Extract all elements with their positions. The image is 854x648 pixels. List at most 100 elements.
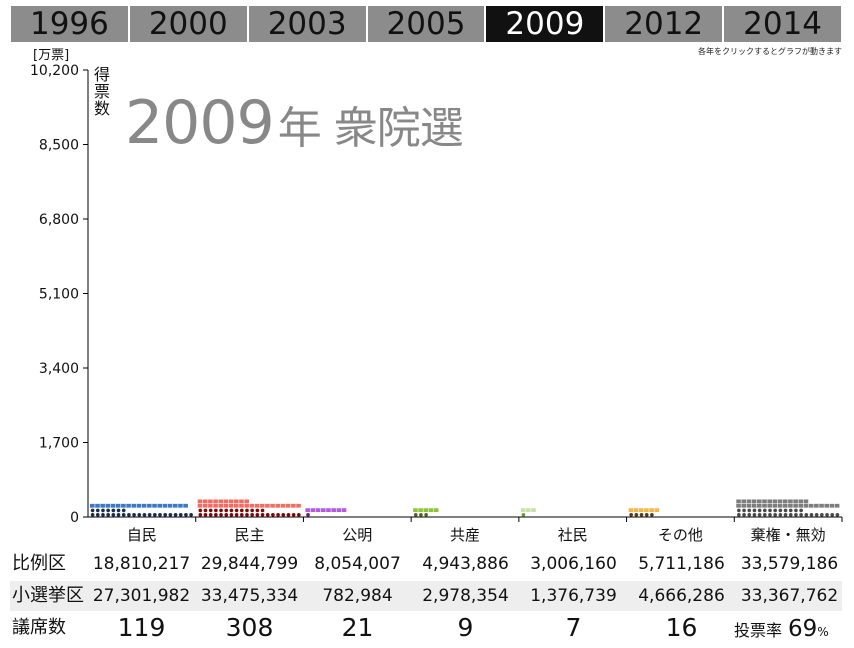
smd-dot-5	[639, 512, 644, 517]
year-tab-2012[interactable]: 2012	[604, 5, 724, 43]
pr-cell-1	[244, 499, 249, 504]
smd-value-1: 33,475,334	[200, 586, 299, 606]
year-tab-2014[interactable]: 2014	[723, 5, 843, 43]
hint-text: 各年をクリックするとグラフが動きます	[698, 47, 842, 56]
pr-cell-0	[110, 503, 116, 508]
smd-row: 小選挙区 27,301,982 33,475,334 782,984 2,978,35…	[10, 581, 842, 611]
pr-cell-5	[654, 508, 660, 513]
smd-dot-1	[250, 508, 255, 513]
smd-dot-6	[835, 512, 840, 517]
pr-cell-0	[167, 503, 173, 508]
smd-dot-3	[419, 512, 423, 517]
smd-dot-1	[198, 512, 203, 517]
smd-dot-6	[757, 512, 762, 517]
pr-cell-0	[131, 503, 137, 508]
year-tab-1996[interactable]: 1996	[10, 5, 129, 43]
pr-cell-6	[736, 499, 741, 504]
smd-dot-6	[768, 512, 772, 517]
smd-dot-0	[95, 508, 100, 513]
smd-dot-1	[239, 512, 244, 517]
year-tab-2005[interactable]: 2005	[366, 5, 486, 43]
smd-dot-0	[158, 512, 162, 517]
pr-cell-6	[814, 503, 819, 508]
smd-dot-6	[773, 512, 778, 517]
pr-cell-1	[223, 499, 229, 504]
pr-cell-1	[259, 503, 265, 508]
smd-dot-6	[825, 512, 829, 517]
smd-dot-6	[768, 508, 772, 513]
pr-cell-2	[341, 508, 347, 513]
pr-cell-6	[762, 503, 767, 508]
smd-dot-1	[245, 512, 249, 517]
smd-dot-6	[778, 508, 783, 513]
smd-dot-0	[184, 512, 188, 517]
pr-cell-6	[772, 503, 778, 508]
smd-dot-6	[752, 512, 757, 517]
smd-dot-0	[95, 512, 100, 517]
pr-value-0: 18,810,217	[92, 554, 191, 574]
seats-value-1: 308	[225, 613, 274, 642]
smd-dot-1	[203, 512, 208, 517]
smd-dot-6	[737, 508, 741, 513]
y-tick-label-2: 3,400	[39, 361, 79, 377]
smd-dot-0	[168, 512, 173, 517]
pr-cell-6	[788, 499, 793, 504]
pr-cell-3	[428, 508, 434, 513]
pr-cell-1	[275, 503, 281, 508]
title-year: 2009	[125, 88, 275, 158]
pr-value-6: 33,579,186	[740, 554, 839, 574]
smd-value-3: 2,978,354	[422, 586, 509, 606]
y-tick-label-0: 0	[70, 510, 79, 526]
smd-value-6: 33,367,762	[740, 586, 839, 606]
pr-cell-1	[218, 499, 224, 504]
smd-dot-1	[286, 512, 291, 517]
pr-cell-1	[202, 503, 208, 508]
pr-cell-1	[270, 503, 275, 508]
pr-cell-6	[829, 503, 835, 508]
smd-dot-6	[762, 512, 767, 517]
x-tick-label-5: その他	[658, 526, 703, 544]
smd-dot-0	[101, 508, 105, 513]
smd-dot-1	[239, 508, 244, 513]
smd-dot-6	[799, 508, 803, 513]
smd-dot-0	[111, 508, 116, 513]
smd-dot-0	[163, 512, 168, 517]
x-tick-label-1: 民主	[235, 526, 265, 544]
y-tick-label-1: 1,700	[39, 436, 79, 452]
pr-cell-2	[315, 508, 321, 513]
pr-cell-5	[633, 508, 639, 513]
pr-value-1: 29,844,799	[200, 554, 299, 574]
pr-cell-1	[244, 503, 249, 508]
pr-cell-3	[423, 508, 429, 513]
pr-cell-1	[280, 503, 286, 508]
pr-cell-2	[326, 508, 331, 513]
smd-dot-0	[116, 508, 121, 513]
title-suffix: 年 衆院選	[277, 103, 464, 154]
pr-cell-6	[819, 503, 824, 508]
year-tab-2009[interactable]: 2009	[485, 5, 605, 43]
pr-cell-1	[228, 503, 234, 508]
year-tab-2000[interactable]: 2000	[128, 5, 248, 43]
pr-cell-6	[757, 499, 762, 504]
pr-cell-3	[418, 508, 423, 513]
smd-dot-6	[809, 512, 814, 517]
pr-cell-6	[746, 503, 752, 508]
smd-dot-5	[634, 512, 639, 517]
pr-cell-1	[234, 503, 239, 508]
smd-dot-6	[814, 512, 819, 517]
pr-cell-1	[254, 503, 260, 508]
pr-cell-6	[798, 503, 804, 508]
smd-dot-1	[229, 508, 234, 513]
year-tab-2003[interactable]: 2003	[247, 5, 367, 43]
pr-cell-3	[433, 508, 439, 513]
smd-dot-1	[198, 508, 203, 513]
smd-dot-1	[234, 508, 239, 513]
smd-dot-6	[778, 512, 783, 517]
pr-cell-1	[213, 499, 218, 504]
pr-cell-6	[777, 499, 783, 504]
smd-dot-6	[794, 512, 798, 517]
smd-dot-1	[250, 512, 255, 517]
smd-dot-1	[281, 512, 286, 517]
smd-dot-6	[742, 508, 746, 513]
pr-cell-0	[183, 503, 188, 508]
